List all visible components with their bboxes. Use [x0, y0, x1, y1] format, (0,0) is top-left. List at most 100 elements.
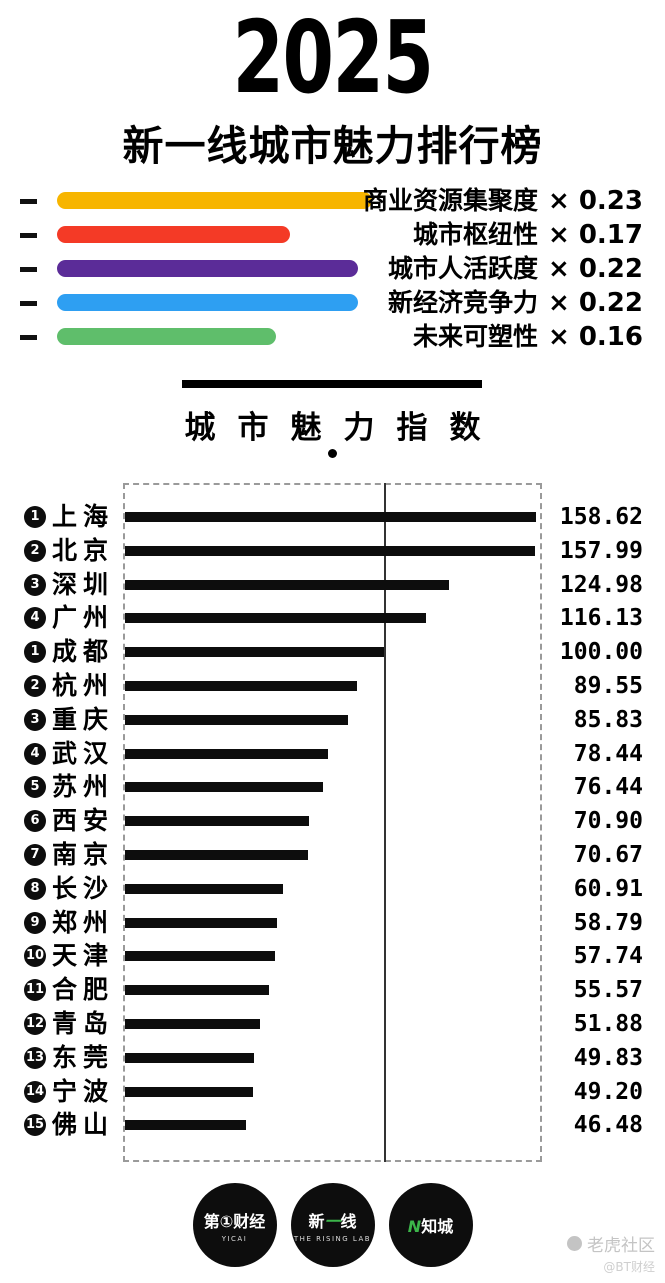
legend-text: 新经济竞争力 × 0.22	[388, 286, 643, 320]
value-label: 70.67	[573, 842, 643, 868]
watermark-community-label: 老虎社区	[587, 1236, 655, 1256]
logo-text-before: 第①财经	[203, 1211, 266, 1231]
value-label: 60.91	[573, 876, 643, 902]
rank-badge: 15	[24, 1114, 46, 1136]
value-label: 157.99	[559, 538, 643, 564]
legend-tick-mark	[20, 267, 37, 272]
rank-badge: 13	[24, 1047, 46, 1069]
legend-text: 商业资源集聚度 × 0.23	[363, 184, 643, 218]
legend-color-bar	[57, 226, 290, 243]
rank-badge: 6	[24, 810, 46, 832]
brand-logo-name: 新一线	[308, 1208, 356, 1232]
brand-logo: 新一线 THE RISING LAB	[290, 1183, 375, 1267]
rank-badge: 2	[24, 540, 46, 562]
legend-tick-mark	[20, 301, 37, 306]
logo-text-before: 新	[308, 1211, 325, 1231]
value-label: 100.00	[559, 639, 643, 665]
rank-badge: 9	[24, 912, 46, 934]
logo-accent-mark: 一	[324, 1211, 341, 1231]
legend: 商业资源集聚度 × 0.23 城市枢纽性 × 0.17 城市人活跃度 × 0.22 新…	[0, 184, 665, 354]
legend-color-bar	[57, 260, 358, 277]
reference-line	[384, 483, 386, 1162]
legend-row: 城市枢纽性 × 0.17	[0, 218, 665, 252]
legend-color-bar	[57, 294, 358, 311]
rank-badge: 1	[24, 641, 46, 663]
rank-badge: 7	[24, 844, 46, 866]
chart-plot-area	[123, 483, 542, 1162]
value-label: 49.20	[573, 1079, 643, 1105]
brand-logo-subtext: THE RISING LAB	[293, 1234, 372, 1243]
section-title-rule	[182, 380, 482, 388]
city-label: 南京	[52, 840, 115, 869]
rank-badge: 11	[24, 979, 46, 1001]
legend-tick-mark	[20, 335, 37, 340]
logo-accent-mark: N	[407, 1217, 422, 1236]
legend-label: 未来可塑性	[412, 322, 538, 351]
city-label: 杭州	[52, 671, 115, 700]
legend-label: 城市枢纽性	[412, 220, 538, 249]
value-label: 55.57	[573, 977, 643, 1003]
value-label: 49.83	[573, 1045, 643, 1071]
legend-weight: × 0.23	[548, 186, 643, 216]
brand-logo: 第①财经 YICAI	[192, 1183, 277, 1267]
city-label: 西安	[52, 806, 115, 835]
legend-row: 商业资源集聚度 × 0.23	[0, 184, 665, 218]
watermark-line1: 老虎社区	[567, 1231, 655, 1256]
city-label: 合肥	[52, 975, 115, 1004]
city-label: 东莞	[52, 1043, 115, 1072]
rank-badge: 8	[24, 878, 46, 900]
legend-weight: × 0.22	[548, 288, 643, 318]
value-label: 58.79	[573, 910, 643, 936]
watermark: 老虎社区 @BT财经	[567, 1231, 655, 1275]
legend-row: 未来可塑性 × 0.16	[0, 320, 665, 354]
city-label: 深圳	[52, 570, 115, 599]
legend-tick-mark	[20, 199, 37, 204]
legend-label: 城市人活跃度	[387, 254, 538, 283]
brand-logo-name: N知城	[408, 1213, 453, 1237]
rank-badge: 5	[24, 776, 46, 798]
legend-weight: × 0.22	[548, 254, 643, 284]
rank-badge: 2	[24, 675, 46, 697]
city-label: 武汉	[52, 739, 115, 768]
city-label: 广州	[52, 603, 115, 632]
value-label: 78.44	[573, 741, 643, 767]
section-title: 城市魅力指数	[184, 410, 503, 446]
legend-text: 城市人活跃度 × 0.22	[388, 252, 643, 286]
city-label: 宁波	[52, 1077, 115, 1106]
logo-text-after: 知城	[421, 1217, 454, 1236]
rank-badge: 3	[24, 709, 46, 731]
value-label: 51.88	[573, 1011, 643, 1037]
rank-badge: 1	[24, 506, 46, 528]
legend-color-bar	[57, 192, 372, 209]
rank-badge: 4	[24, 607, 46, 629]
legend-row: 城市人活跃度 × 0.22	[0, 252, 665, 286]
value-label: 89.55	[573, 673, 643, 699]
page-title-year: 2025	[232, 0, 434, 116]
section-title-dot	[328, 449, 337, 458]
logo-text-after: 线	[340, 1211, 357, 1231]
city-label: 上海	[52, 502, 115, 531]
rank-badge: 12	[24, 1013, 46, 1035]
city-label: 苏州	[52, 772, 115, 801]
city-label: 佛山	[52, 1110, 115, 1139]
legend-label: 新经济竞争力	[387, 288, 538, 317]
legend-row: 新经济竞争力 × 0.22	[0, 286, 665, 320]
rank-badge: 3	[24, 574, 46, 596]
city-label: 天津	[52, 941, 115, 970]
legend-weight: × 0.16	[548, 322, 643, 352]
value-label: 57.74	[573, 943, 643, 969]
legend-text: 城市枢纽性 × 0.17	[413, 218, 643, 252]
footer-logos: 第①财经 YICAI 新一线 THE RISING LAB N知城	[0, 1183, 665, 1267]
value-label: 116.13	[559, 605, 643, 631]
city-label: 成都	[52, 637, 115, 666]
brand-logo-name: 第①财经	[204, 1208, 266, 1232]
page-title-subtitle: 新一线城市魅力排行榜	[122, 122, 543, 170]
value-label: 124.98	[559, 572, 643, 598]
value-label: 158.62	[559, 504, 643, 530]
brand-logo-subtext: YICAI	[221, 1234, 248, 1243]
legend-color-bar	[57, 328, 276, 345]
legend-label: 商业资源集聚度	[362, 186, 538, 215]
city-label: 长沙	[52, 874, 115, 903]
value-label: 76.44	[573, 774, 643, 800]
brand-logo: N知城	[388, 1183, 473, 1267]
